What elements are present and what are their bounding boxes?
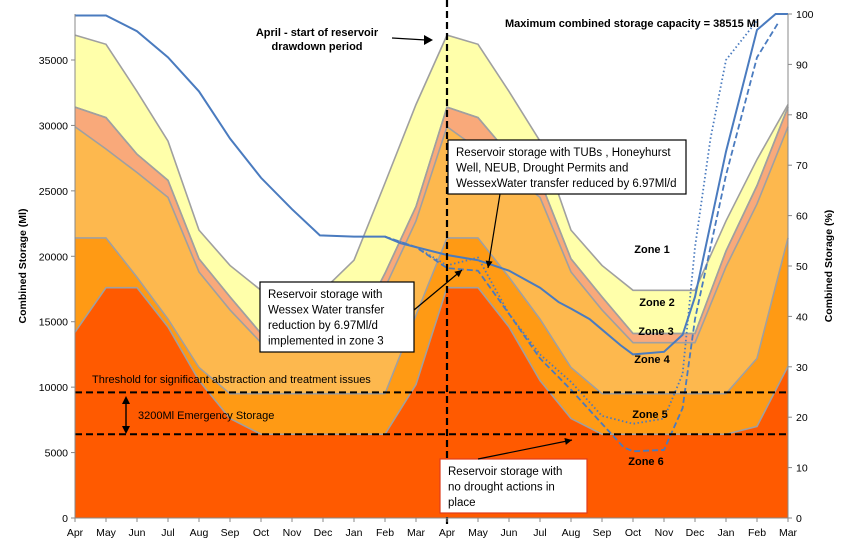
- callout-arrow-3: [477, 439, 573, 460]
- x-tick-label: Jun: [129, 527, 146, 539]
- y-tick-label: 20000: [39, 251, 68, 263]
- april-annotation-line2: drawdown period: [271, 41, 362, 53]
- y-tick-label: 10000: [39, 382, 68, 394]
- x-tick-label: Dec: [314, 527, 333, 539]
- x-tick-label: Nov: [283, 527, 302, 539]
- y-tick-label: 35000: [39, 55, 68, 67]
- y-tick-label: 30000: [39, 120, 68, 132]
- callout-arrowhead-2: [454, 270, 462, 278]
- zone-areas: [74, 34, 789, 519]
- zone-label-5: Zone 5: [632, 409, 667, 421]
- zone-area-6: [75, 287, 788, 518]
- series-line-solid: [75, 13, 788, 356]
- y-right-tick-label: 20: [796, 412, 808, 424]
- y-right-tick-label: 90: [796, 59, 808, 71]
- x-tick-label: Mar: [407, 527, 426, 539]
- emergency-arrowhead-up: [122, 396, 130, 404]
- y-axis-title: Combined Storage (Ml): [17, 209, 29, 324]
- y-right-tick-label: 10: [796, 463, 808, 475]
- y-axis-title-right: Combined Storage (%): [823, 210, 835, 323]
- y-tick-label: 0: [62, 513, 68, 525]
- callout-2-line-3: reduction by 6.97Ml/d: [268, 320, 378, 332]
- callout-arrowhead-1: [485, 260, 493, 268]
- callout-1-line-2: Well, NEUB, Drought Permits and: [456, 163, 628, 175]
- zone-boundary-5: [75, 237, 789, 395]
- y-right-tick-label: 40: [796, 311, 808, 323]
- x-tick-label: Dec: [686, 527, 705, 539]
- x-tick-label: Sep: [593, 527, 612, 539]
- x-tick-label: Apr: [439, 527, 456, 539]
- callout-1-line-1: Reservoir storage with TUBs , Honeyhurst: [456, 147, 671, 159]
- callout-arrow-2: [413, 269, 463, 311]
- zone-boundary-2: [74, 106, 789, 335]
- callout-box-1: [447, 139, 687, 195]
- callout-box-2: [259, 281, 415, 353]
- zone-label-3: Zone 3: [638, 326, 673, 338]
- callout-arrow-1: [487, 193, 501, 269]
- y-right-tick-label: 100: [796, 9, 814, 21]
- april-annotation-line1: April - start of reservoir: [256, 27, 379, 39]
- x-tick-label: Mar: [779, 527, 798, 539]
- y-right-tick-label: 50: [796, 261, 808, 273]
- x-tick-label: Apr: [67, 527, 84, 539]
- y-tick-label: 25000: [39, 186, 68, 198]
- y-right-tick-label: 60: [796, 211, 808, 223]
- callout-2-line-4: implemented in zone 3: [268, 336, 384, 348]
- x-tick-label: Jul: [161, 527, 174, 539]
- callout-3-line-3: place: [448, 497, 476, 509]
- x-tick-label: Nov: [655, 527, 674, 539]
- y-tick-label: 5000: [45, 448, 69, 460]
- zone-label-4: Zone 4: [634, 354, 670, 366]
- series-lines: [75, 13, 788, 453]
- emergency-arrowhead-down: [122, 426, 130, 434]
- callout-box-3: [439, 458, 588, 514]
- zone-label-2: Zone 2: [639, 297, 674, 309]
- x-tick-label: Jul: [533, 527, 546, 539]
- y-right-tick-label: 70: [796, 160, 808, 172]
- emergency-storage-label: 3200Ml Emergency Storage: [138, 410, 274, 422]
- y-tick-label: 15000: [39, 317, 68, 329]
- x-tick-label: Oct: [625, 527, 641, 539]
- x-tick-label: Jan: [718, 527, 735, 539]
- x-tick-label: Feb: [376, 527, 394, 539]
- series-line-dashed: [384, 21, 780, 453]
- callout-3-line-2: no drought actions in: [448, 482, 555, 494]
- callout-2-line-2: Wessex Water transfer: [268, 305, 384, 317]
- axes: 0 5000 10000 15000 20000 25000 30000 35000 0 10 20…: [17, 9, 835, 539]
- x-tick-label: Aug: [190, 527, 209, 539]
- x-tick-label: Sep: [221, 527, 240, 539]
- capacity-label: Maximum combined storage capacity = 3851…: [505, 18, 759, 30]
- zone-boundary-1: [74, 34, 789, 292]
- x-tick-label: Jun: [501, 527, 518, 539]
- x-tick-label: Jan: [346, 527, 363, 539]
- x-tick-label: May: [468, 527, 489, 539]
- callout-1-line-3: WessexWater transfer reduced by 6.97Ml/d: [456, 178, 677, 190]
- y-right-tick-label: 30: [796, 362, 808, 374]
- y-right-tick-label: 0: [796, 513, 802, 525]
- zone-label-6: Zone 6: [628, 456, 663, 468]
- y-right-tick-label: 80: [796, 110, 808, 122]
- threshold-label: Threshold for significant abstraction an…: [92, 374, 371, 386]
- x-tick-label: Oct: [253, 527, 269, 539]
- x-tick-label: Feb: [748, 527, 766, 539]
- zone-label-1: Zone 1: [634, 244, 669, 256]
- april-arrowhead: [424, 35, 433, 45]
- callout-3-line-1: Reservoir storage with: [448, 466, 562, 478]
- callout-2-line-1: Reservoir storage with: [268, 289, 382, 301]
- zone-boundary-4: [74, 125, 789, 344]
- april-arrow: [391, 37, 427, 41]
- x-tick-label: Aug: [562, 527, 581, 539]
- x-tick-label: May: [96, 527, 117, 539]
- chart-labels: Zone 1 Zone 2 Zone 3 Zone 4 Zone 5 Zone 6 Maxi…: [92, 18, 759, 514]
- callout-arrowhead-3: [564, 437, 572, 445]
- threshold-lines: [75, 0, 788, 528]
